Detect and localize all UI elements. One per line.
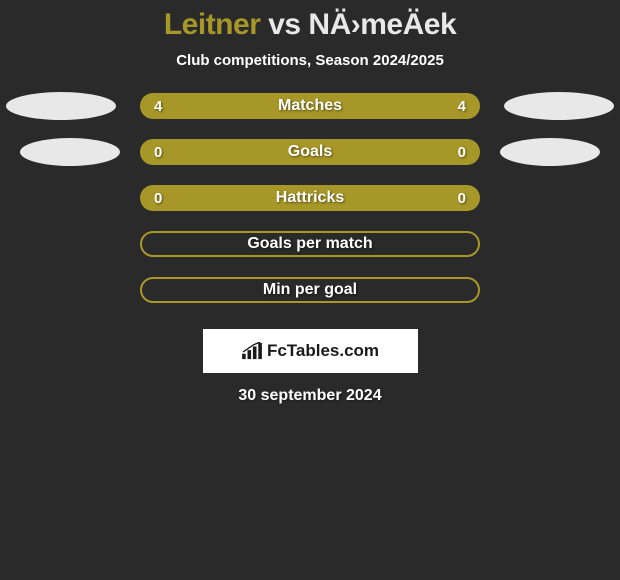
brand-text: FcTables.com bbox=[267, 341, 379, 361]
stat-right-value: 0 bbox=[458, 144, 466, 161]
brand-logo: FcTables.com bbox=[241, 341, 379, 361]
stat-bar: 0 Hattricks 0 bbox=[140, 185, 480, 211]
stats-list: 4 Matches 4 0 Goals 0 0 Hattricks 0 Goals per mat… bbox=[0, 93, 620, 323]
player1-name: Leitner bbox=[164, 8, 261, 41]
brand-logo-box[interactable]: FcTables.com bbox=[203, 329, 418, 373]
stat-bar: 0 Goals 0 bbox=[140, 139, 480, 165]
stat-row: Min per goal bbox=[0, 277, 620, 303]
stat-bar: Goals per match bbox=[140, 231, 480, 257]
stat-right-value: 0 bbox=[458, 190, 466, 207]
page-title: Leitner vs NÄ›meÄek bbox=[164, 8, 456, 42]
stat-label: Goals per match bbox=[247, 235, 372, 253]
stat-row: 4 Matches 4 bbox=[0, 93, 620, 119]
vs-text: vs bbox=[260, 8, 308, 41]
stat-ellipse-left bbox=[6, 92, 116, 120]
stat-bar: Min per goal bbox=[140, 277, 480, 303]
stat-label: Goals bbox=[288, 143, 332, 161]
stat-label: Min per goal bbox=[263, 281, 357, 299]
stat-ellipse-left bbox=[20, 138, 120, 166]
player2-name: NÄ›meÄek bbox=[308, 8, 456, 41]
stat-left-value: 4 bbox=[154, 98, 162, 115]
subtitle: Club competitions, Season 2024/2025 bbox=[176, 52, 444, 69]
stat-left-value: 0 bbox=[154, 190, 162, 207]
bar-chart-icon bbox=[241, 342, 263, 360]
stat-label: Matches bbox=[278, 97, 342, 115]
stat-row: 0 Goals 0 bbox=[0, 139, 620, 165]
stat-bar: 4 Matches 4 bbox=[140, 93, 480, 119]
date-text: 30 september 2024 bbox=[238, 387, 381, 405]
stat-row: Goals per match bbox=[0, 231, 620, 257]
stat-row: 0 Hattricks 0 bbox=[0, 185, 620, 211]
comparison-widget: Leitner vs NÄ›meÄek Club competitions, S… bbox=[0, 0, 620, 405]
stat-right-value: 4 bbox=[458, 98, 466, 115]
stat-ellipse-right bbox=[504, 92, 614, 120]
stat-label: Hattricks bbox=[276, 189, 344, 207]
stat-left-value: 0 bbox=[154, 144, 162, 161]
stat-ellipse-right bbox=[500, 138, 600, 166]
